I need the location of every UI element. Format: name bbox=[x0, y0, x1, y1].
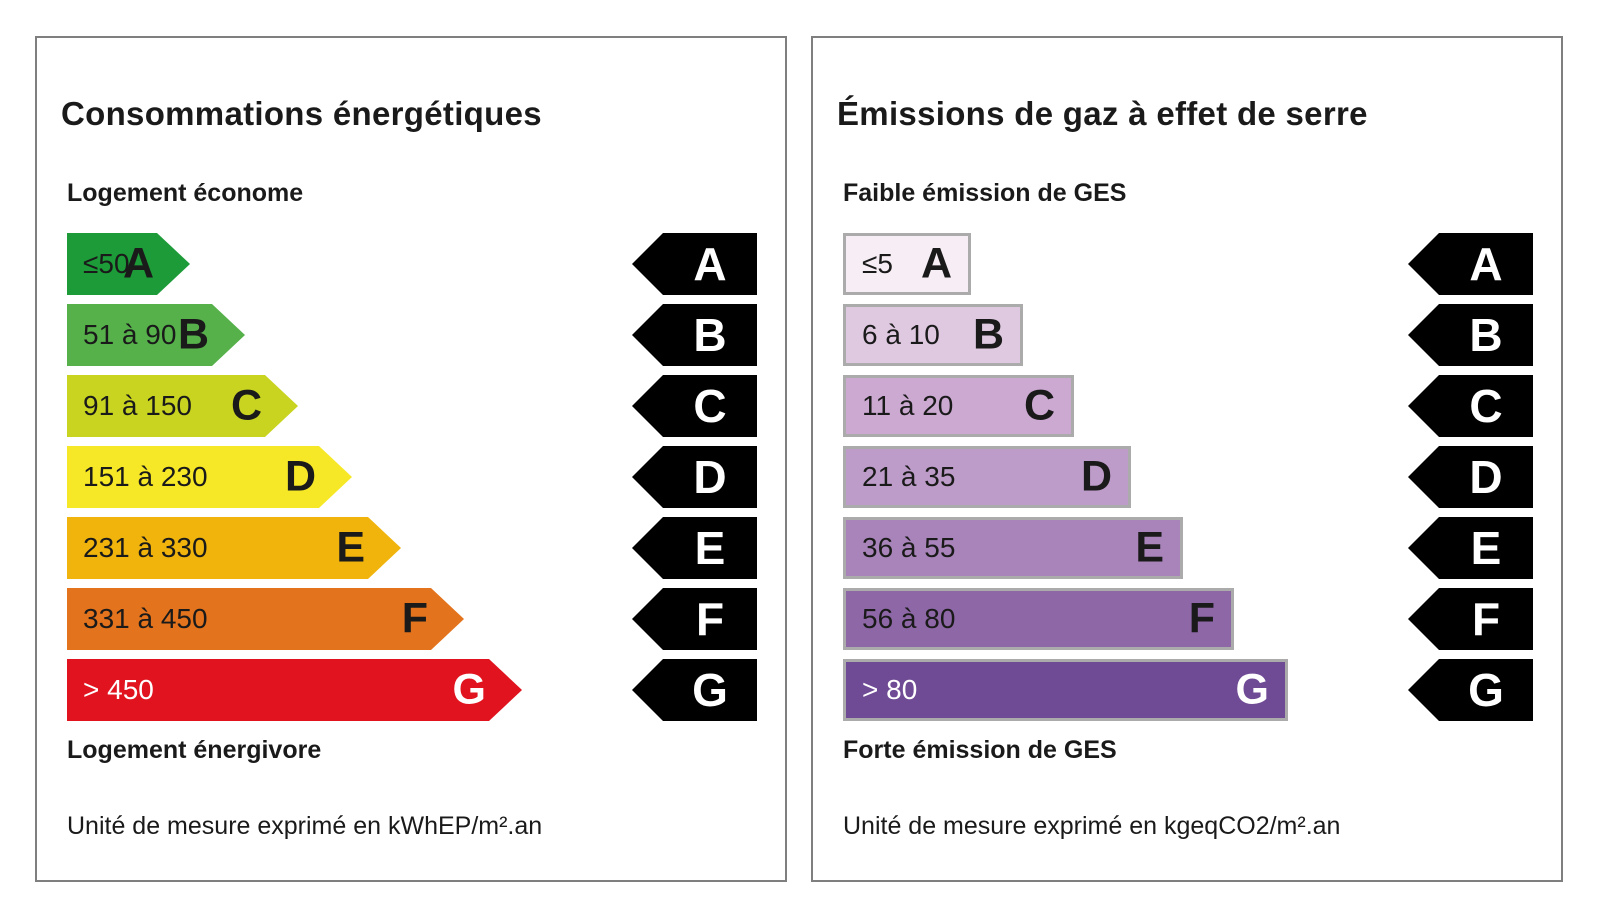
class-row: 21 à 35 D D bbox=[843, 446, 1533, 508]
range-label: 56 à 80 bbox=[862, 603, 956, 634]
range-label: ≤5 bbox=[862, 248, 893, 279]
unit-label: Unité de mesure exprimé en kgeqCO2/m².an bbox=[843, 812, 1341, 840]
class-bar: 6 à 10 B bbox=[843, 304, 1023, 366]
scale-arrow-icon: E bbox=[1408, 517, 1533, 579]
class-bar: 21 à 35 D bbox=[843, 446, 1131, 508]
scale-letter: F bbox=[695, 593, 725, 645]
class-letter: B bbox=[972, 310, 1004, 359]
range-label: > 450 bbox=[83, 674, 154, 705]
class-row: > 450 G G bbox=[67, 659, 757, 721]
class-bar: ≤5 A bbox=[843, 233, 971, 295]
scale-letter: D bbox=[693, 451, 727, 503]
scale-letter: C bbox=[1469, 380, 1503, 432]
class-letter: G bbox=[1235, 665, 1269, 714]
scale-arrow-icon: C bbox=[632, 375, 757, 437]
scale-arrow-icon: D bbox=[632, 446, 757, 508]
scale-arrow-icon: G bbox=[632, 659, 757, 721]
scale-letter: D bbox=[1469, 451, 1503, 503]
class-bar: 151 à 230 D bbox=[67, 446, 352, 508]
range-label: 51 à 90 bbox=[83, 319, 177, 350]
scale-letter: B bbox=[693, 309, 727, 361]
class-letter: E bbox=[1135, 523, 1164, 572]
class-row: 231 à 330 E E bbox=[67, 517, 757, 579]
scale-arrow-icon: B bbox=[1408, 304, 1533, 366]
range-label: 21 à 35 bbox=[862, 461, 956, 492]
class-row: ≤50 A A bbox=[67, 233, 757, 295]
range-label: 6 à 10 bbox=[862, 319, 940, 350]
ges-class-scale: ≤5 A A 6 à 10 B B 11 à 20 C C 21 à 35 D … bbox=[843, 233, 1533, 721]
range-label: 151 à 230 bbox=[83, 461, 208, 492]
class-bar: 56 à 80 F bbox=[843, 588, 1234, 650]
class-letter: F bbox=[1188, 594, 1215, 643]
scale-bottom-label: Forte émission de GES bbox=[843, 736, 1117, 764]
class-bar: > 80 G bbox=[843, 659, 1288, 721]
class-bar: 51 à 90 B bbox=[67, 304, 245, 366]
range-label: 231 à 330 bbox=[83, 532, 208, 563]
scale-top-label: Faible émission de GES bbox=[843, 179, 1127, 207]
energy-class-scale: ≤50 A A 51 à 90 B B 91 à 150 C C 151 à 2… bbox=[67, 233, 757, 721]
scale-arrow-icon: C bbox=[1408, 375, 1533, 437]
scale-letter: A bbox=[1469, 238, 1503, 290]
range-label: > 80 bbox=[862, 674, 918, 705]
class-row: 11 à 20 C C bbox=[843, 375, 1533, 437]
energy-consumption-panel: Consommations énergétiques Logement écon… bbox=[35, 36, 787, 882]
scale-arrow-icon: F bbox=[632, 588, 757, 650]
class-letter: D bbox=[284, 452, 316, 501]
ges-emissions-panel: Émissions de gaz à effet de serre Faible… bbox=[811, 36, 1563, 882]
range-label: 91 à 150 bbox=[83, 390, 192, 421]
scale-letter: C bbox=[693, 380, 727, 432]
scale-arrow-icon: A bbox=[632, 233, 757, 295]
scale-letter: E bbox=[694, 522, 726, 574]
class-letter: A bbox=[920, 239, 952, 288]
page-title: Consommations énergétiques bbox=[61, 95, 542, 132]
class-bar: > 450 G bbox=[67, 659, 522, 721]
scale-letter: A bbox=[693, 238, 727, 290]
scale-arrow-icon: G bbox=[1408, 659, 1533, 721]
class-letter: D bbox=[1080, 452, 1112, 501]
scale-letter: E bbox=[1470, 522, 1502, 574]
class-letter: B bbox=[177, 310, 209, 359]
unit-label: Unité de mesure exprimé en kWhEP/m².an bbox=[67, 812, 543, 840]
class-row: 51 à 90 B B bbox=[67, 304, 757, 366]
scale-letter: B bbox=[1469, 309, 1503, 361]
class-letter: C bbox=[1023, 381, 1055, 430]
class-row: 6 à 10 B B bbox=[843, 304, 1533, 366]
class-row: 36 à 55 E E bbox=[843, 517, 1533, 579]
class-letter: F bbox=[401, 594, 428, 643]
range-label: 11 à 20 bbox=[862, 390, 954, 421]
range-label: 36 à 55 bbox=[862, 532, 956, 563]
class-row: 331 à 450 F F bbox=[67, 588, 757, 650]
class-letter: A bbox=[122, 239, 154, 288]
scale-arrow-icon: E bbox=[632, 517, 757, 579]
page-title: Émissions de gaz à effet de serre bbox=[837, 95, 1368, 132]
class-letter: G bbox=[452, 665, 486, 714]
class-bar: ≤50 A bbox=[67, 233, 190, 295]
scale-arrow-icon: A bbox=[1408, 233, 1533, 295]
class-bar: 11 à 20 C bbox=[843, 375, 1074, 437]
class-bar: 231 à 330 E bbox=[67, 517, 401, 579]
scale-top-label: Logement économe bbox=[67, 179, 304, 207]
class-letter: C bbox=[230, 381, 262, 430]
class-row: 91 à 150 C C bbox=[67, 375, 757, 437]
class-row: 151 à 230 D D bbox=[67, 446, 757, 508]
scale-arrow-icon: B bbox=[632, 304, 757, 366]
class-bar: 91 à 150 C bbox=[67, 375, 298, 437]
class-row: > 80 G G bbox=[843, 659, 1533, 721]
class-row: 56 à 80 F F bbox=[843, 588, 1533, 650]
scale-arrow-icon: F bbox=[1408, 588, 1533, 650]
class-bar: 331 à 450 F bbox=[67, 588, 464, 650]
scale-arrow-icon: D bbox=[1408, 446, 1533, 508]
scale-bottom-label: Logement énergivore bbox=[67, 736, 322, 764]
class-row: ≤5 A A bbox=[843, 233, 1533, 295]
range-label: 331 à 450 bbox=[83, 603, 208, 634]
scale-letter: G bbox=[692, 664, 728, 716]
scale-letter: F bbox=[1471, 593, 1501, 645]
range-label: ≤50 bbox=[83, 248, 130, 279]
class-letter: E bbox=[336, 523, 365, 572]
class-bar: 36 à 55 E bbox=[843, 517, 1183, 579]
scale-letter: G bbox=[1468, 664, 1504, 716]
